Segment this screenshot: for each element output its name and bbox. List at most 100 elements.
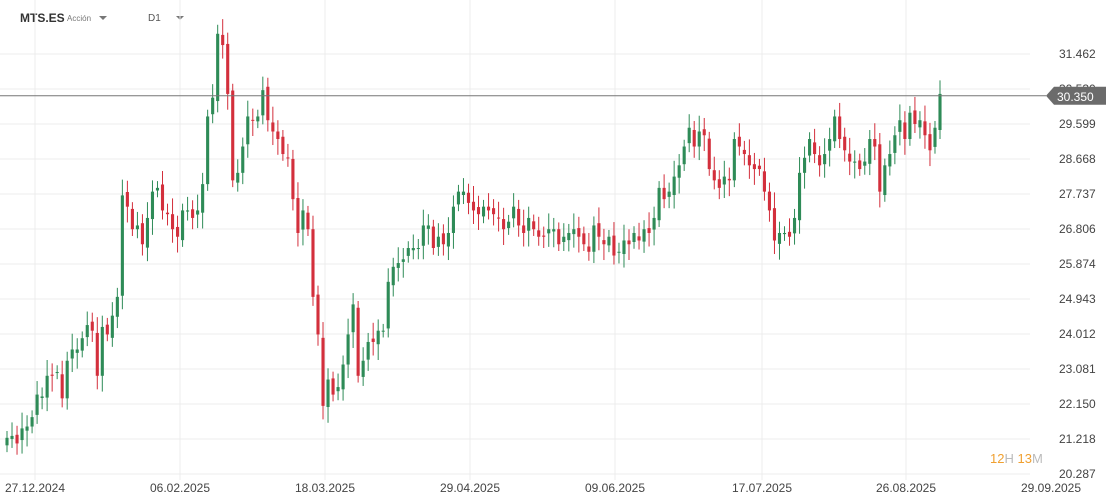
- candle-down: [281, 136, 285, 155]
- candle-down: [276, 131, 280, 140]
- candle-up: [436, 236, 440, 247]
- current-price-tag: [1046, 86, 1106, 105]
- candle-down: [316, 294, 320, 335]
- x-tick-label: 27.12.2024: [5, 481, 65, 495]
- candle-up: [833, 116, 837, 142]
- x-tick-label: 09.06.2025: [585, 481, 645, 495]
- candle-down: [637, 236, 641, 241]
- timeframe-selector[interactable]: D1: [148, 13, 161, 24]
- candle-up: [120, 195, 124, 296]
- candle-down: [90, 321, 94, 331]
- candle-up: [65, 360, 69, 399]
- candle-up: [792, 217, 797, 234]
- candle-down: [878, 144, 882, 192]
- candle-down: [582, 233, 586, 245]
- countdown-minutes: 13: [1017, 451, 1032, 466]
- candle-up: [421, 225, 425, 246]
- candle-up: [181, 210, 185, 241]
- candle-up: [547, 229, 551, 234]
- candle-up: [797, 172, 802, 221]
- candle-down: [542, 235, 546, 237]
- candle-up: [803, 157, 807, 173]
- candle-down: [296, 198, 300, 233]
- candle-down: [772, 208, 777, 241]
- symbol-dropdown-chevron-icon[interactable]: [99, 16, 107, 20]
- candle-up: [100, 326, 104, 376]
- candle-up: [80, 338, 84, 351]
- candle-up: [211, 97, 215, 115]
- symbol-label[interactable]: MTS.ES: [20, 11, 65, 25]
- candle-down: [60, 374, 64, 399]
- candle-down: [813, 142, 817, 155]
- candle-down: [371, 338, 375, 342]
- candle-up: [632, 232, 636, 242]
- candle-up: [391, 266, 395, 286]
- candle-up: [657, 187, 661, 221]
- y-tick-label: 23.081: [1059, 362, 1096, 376]
- candle-up: [416, 248, 420, 250]
- candle-up: [5, 437, 9, 446]
- candle-down: [627, 240, 631, 245]
- y-tick-label: 24.012: [1059, 327, 1096, 341]
- candle-down: [752, 164, 756, 170]
- candle-down: [522, 225, 526, 233]
- candle-up: [456, 191, 461, 205]
- instrument-type-label: Acción: [67, 14, 92, 23]
- countdown-minutes-unit: M: [1031, 451, 1043, 466]
- candle-up: [426, 225, 430, 229]
- candle-down: [502, 219, 506, 230]
- y-tick-label: 25.874: [1059, 257, 1096, 271]
- candle-up: [938, 93, 942, 130]
- candle-down: [787, 231, 792, 237]
- y-tick-label: 29.599: [1059, 117, 1096, 131]
- x-tick-label: 06.02.2025: [150, 481, 210, 495]
- candle-down: [160, 184, 165, 211]
- candle-down: [757, 165, 761, 170]
- candle-down: [873, 139, 877, 147]
- candle-down: [125, 192, 129, 207]
- candle-up: [25, 426, 29, 431]
- candle-down: [692, 129, 696, 147]
- candle-down: [331, 378, 335, 395]
- current-price: 30.350: [0, 86, 1106, 105]
- candle-up: [396, 263, 400, 268]
- candle-up: [206, 116, 210, 185]
- candle-up: [75, 349, 79, 353]
- candle-down: [497, 217, 501, 219]
- candle-down: [471, 201, 476, 211]
- candle-down: [476, 207, 481, 215]
- candle-down: [291, 158, 295, 200]
- candle-down: [466, 192, 471, 203]
- candle-down: [712, 170, 716, 181]
- candle-down: [903, 122, 907, 140]
- candle-down: [311, 229, 315, 297]
- y-tick-label: 21.218: [1059, 432, 1096, 446]
- candle-up: [446, 232, 450, 247]
- candle-up: [10, 435, 14, 439]
- candle-up: [346, 334, 350, 365]
- candle-down: [923, 121, 927, 136]
- candle-down: [266, 86, 270, 121]
- candle-up: [20, 428, 24, 441]
- candle-down: [130, 208, 134, 230]
- candle-up: [301, 210, 305, 230]
- candle-up: [567, 232, 571, 241]
- candle-down: [221, 34, 225, 46]
- candle-up: [376, 330, 380, 345]
- candle-up: [35, 394, 39, 415]
- candle-up: [687, 127, 691, 144]
- candle-down: [140, 223, 144, 245]
- x-tick-label: 17.07.2025: [732, 481, 792, 495]
- candle-down: [767, 191, 772, 211]
- x-tick-label: 29.09.2025: [1021, 481, 1081, 495]
- current-price-label: 30.350: [1057, 90, 1094, 104]
- candle-up: [572, 229, 576, 235]
- candle-up: [562, 236, 566, 242]
- candle-up: [386, 281, 390, 329]
- candle-down: [532, 221, 536, 230]
- candle-up: [888, 154, 892, 167]
- candle-down: [492, 208, 496, 215]
- candle-up: [863, 161, 867, 166]
- candle-up: [697, 131, 701, 147]
